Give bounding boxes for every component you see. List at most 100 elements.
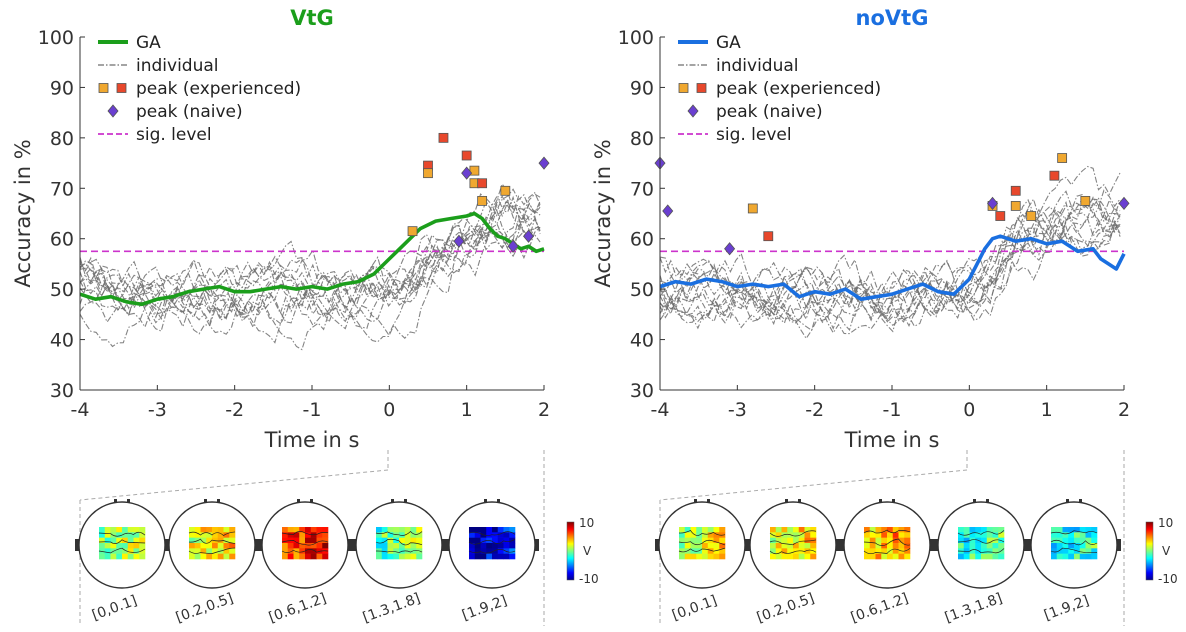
peak-experienced-marker [1026, 211, 1037, 221]
topoplot-cell [804, 553, 811, 560]
topoplot-cell [719, 537, 726, 544]
topoplot-cell [206, 548, 213, 554]
topoplot-cell [981, 553, 988, 560]
chart-title: VtG [290, 6, 334, 30]
topoplot-cell [322, 537, 329, 544]
topoplot-contour [769, 549, 817, 555]
topoplot-cell [310, 543, 317, 549]
topoplot-cell [287, 532, 294, 538]
topoplot-cell [904, 532, 911, 538]
topoplot-cell [104, 537, 111, 544]
topoplot-ear [165, 539, 170, 551]
topoplot-cell [376, 527, 383, 533]
topoplot-cell [690, 527, 697, 533]
topoplot-cell [399, 527, 406, 533]
topoplot-cell [404, 543, 411, 549]
topoplot-cell [509, 543, 516, 549]
topoplot-cell [969, 527, 976, 533]
topoplot-cell [804, 543, 811, 549]
topoplot-cell [381, 532, 388, 538]
topoplot-ear [534, 539, 539, 551]
peak-naive-marker [724, 242, 736, 256]
topoplot-contour [863, 538, 911, 546]
peak-experienced-marker [423, 168, 433, 179]
topoplot-cell [713, 548, 720, 554]
topoplot-cell [299, 548, 306, 554]
topoplot-cell [217, 532, 224, 538]
x-tick-label: 1 [1041, 399, 1053, 421]
topoplot-cell [793, 527, 800, 533]
topoplot-cell [775, 532, 782, 538]
topoplot-cell [975, 543, 982, 549]
topoplot-cell [707, 543, 714, 549]
topoplot-cell [892, 548, 899, 554]
topoplot-cell [99, 553, 106, 560]
topoplot-cell [1068, 548, 1075, 554]
peak-experienced-marker [763, 231, 774, 242]
topoplot-cell [110, 537, 117, 544]
y-tick-label: 80 [50, 128, 74, 150]
topoplot-cell [104, 532, 111, 538]
topoplot-contour [98, 539, 146, 544]
topoplot-cell [116, 532, 123, 538]
peak-experienced-marker [477, 195, 488, 206]
topoplot-cell [887, 527, 894, 533]
topoplot-contour [98, 547, 146, 554]
topoplot-cell [474, 537, 481, 544]
peak-naive-marker [987, 196, 999, 211]
topoplot-cell [486, 553, 493, 560]
legend-peak-exp-swatch-1 [678, 83, 689, 93]
topoplot-cell [206, 543, 213, 549]
topoplot-cell [887, 532, 894, 538]
x-tick-label: 0 [383, 399, 395, 421]
topoplot-nose [986, 499, 989, 503]
topoplot-cell [719, 548, 726, 554]
topoplot-cell [1091, 553, 1098, 560]
x-tick-label: -2 [805, 399, 824, 421]
topoplot-cell [810, 532, 817, 538]
topoplot-cell [1051, 532, 1058, 538]
topoplot-window-label: [0,0.1] [670, 593, 719, 624]
topoplot-cell [1068, 532, 1075, 538]
topoplot-cell [189, 548, 196, 554]
y-tick-label: 90 [50, 77, 74, 99]
topoplot-cell [881, 548, 888, 554]
y-tick-label: 30 [50, 380, 74, 402]
topoplot-cell [1091, 527, 1098, 533]
colorbar-max-label: 10 [579, 516, 594, 530]
topoplot-cell [992, 548, 999, 554]
topoplot-cell [492, 527, 499, 533]
topoplot-cell [410, 548, 417, 554]
x-tick-label: 0 [963, 399, 975, 421]
legend-ga-label: GA [716, 33, 741, 53]
topoplot-cell [864, 543, 871, 549]
topoplot-cell [787, 548, 794, 554]
topoplot-cell [690, 537, 697, 544]
topoplot-cell [469, 537, 476, 544]
individual-trace [79, 193, 541, 329]
individual-trace [79, 182, 541, 348]
topoplot-cell [904, 527, 911, 533]
topoplot-cell [503, 543, 510, 549]
topoplot-cell [503, 553, 510, 560]
topoplot-cell [898, 537, 905, 544]
topoplot-cell [469, 548, 476, 554]
legend: GA individual peak (experienced) peak (naiv… [678, 33, 881, 145]
topoplot-cell [116, 553, 123, 560]
topoplot: [1.3,1.8] [352, 499, 446, 626]
legend-peak-naive-swatch [107, 104, 119, 118]
x-axis-label: Time in s [264, 428, 360, 452]
topoplot-contour [1050, 539, 1098, 546]
topoplot-window-label: [0.6,1.2] [849, 590, 911, 626]
topoplot-cell [958, 532, 965, 538]
topoplot-cell [775, 537, 782, 544]
topoplot-cell [399, 537, 406, 544]
topoplot-cell [898, 543, 905, 549]
topoplot-cell [1074, 553, 1081, 560]
topoplot-cell [869, 537, 876, 544]
topoplot-cell [969, 543, 976, 549]
topoplot-cell [212, 532, 219, 538]
topoplot-cell [299, 532, 306, 538]
topoplot-cell [99, 548, 106, 554]
topoplot-cell [881, 527, 888, 533]
